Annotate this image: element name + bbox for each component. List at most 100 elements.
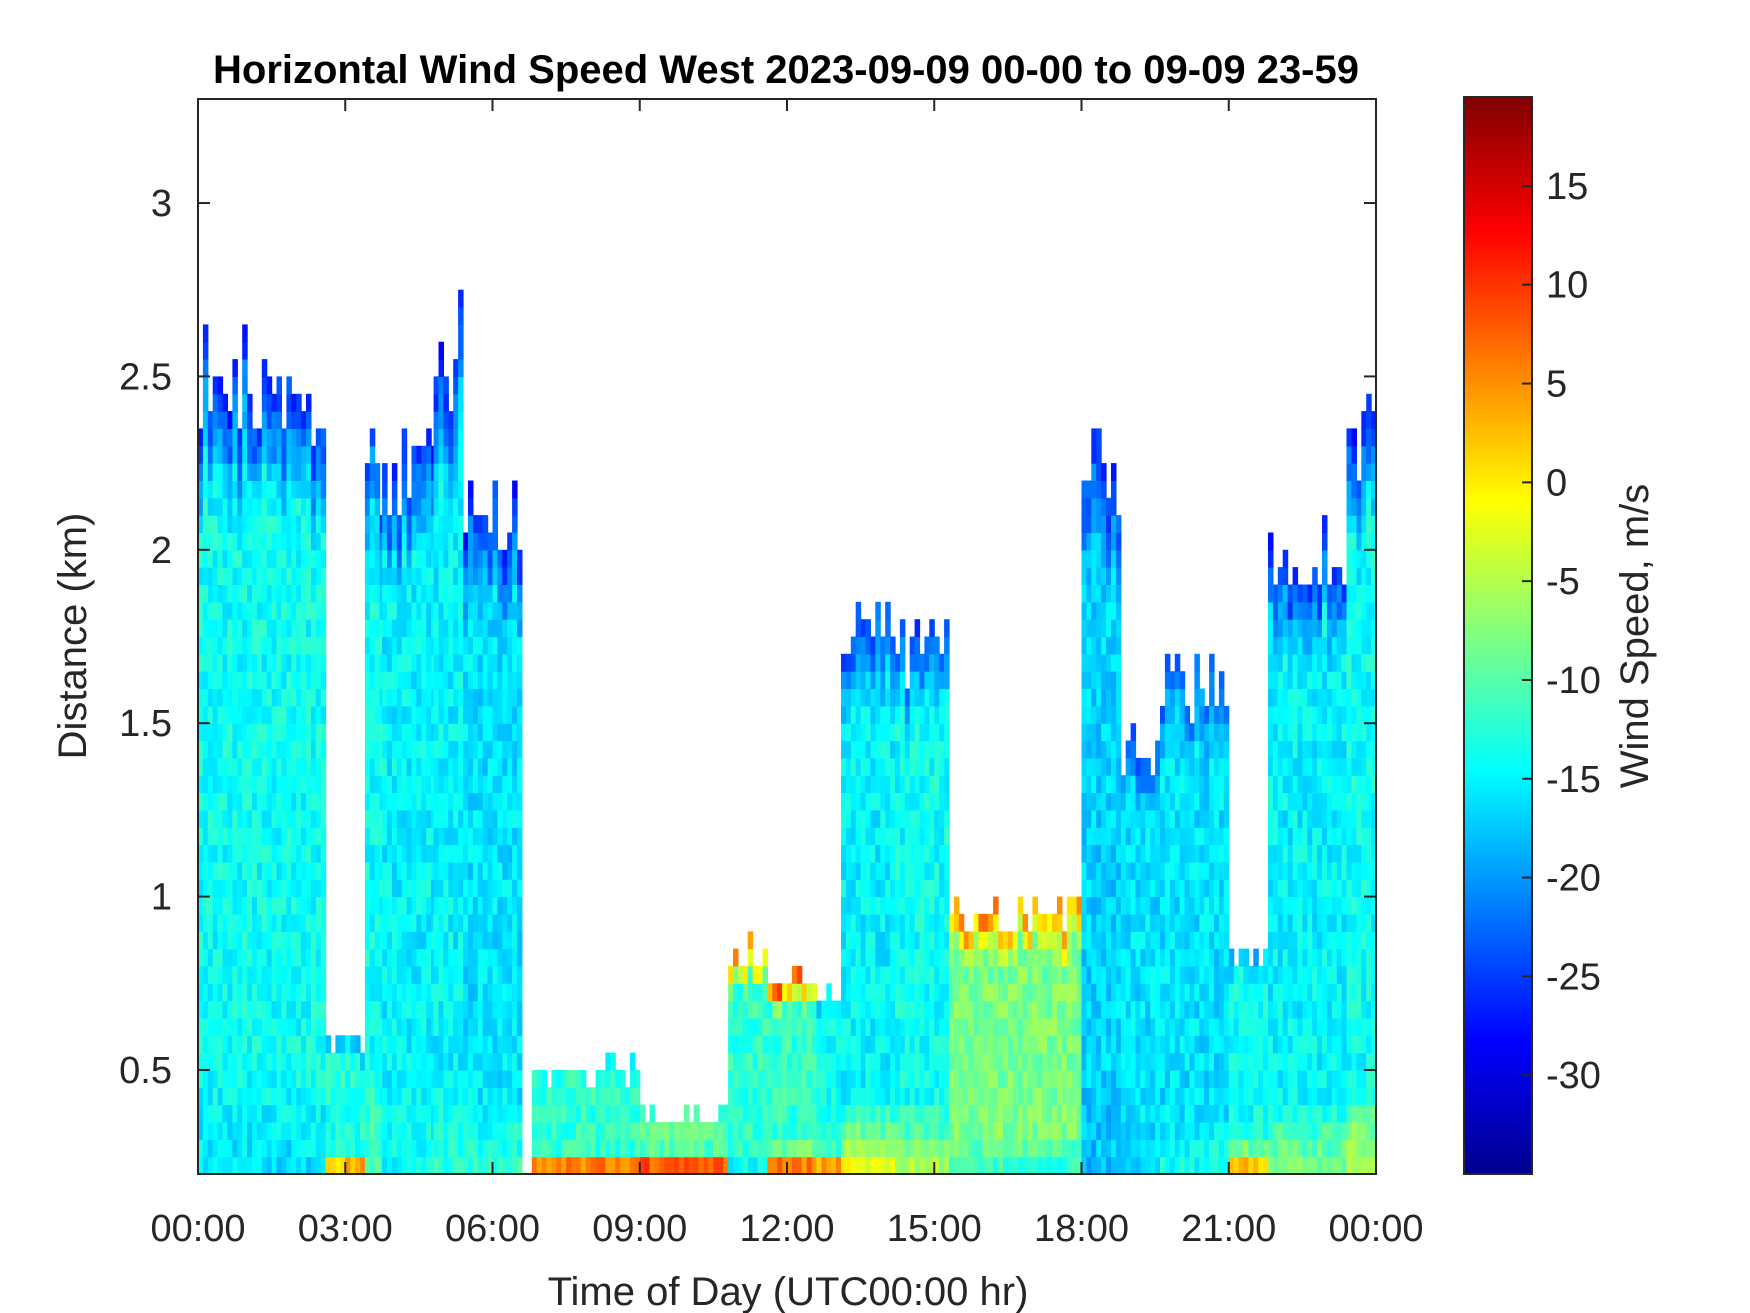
- heatmap-cell: [438, 653, 444, 672]
- heatmap-cell: [1204, 983, 1210, 1002]
- heatmap-cell: [291, 827, 297, 846]
- heatmap-cell: [411, 480, 417, 499]
- heatmap-cell: [350, 1104, 356, 1123]
- heatmap-cell: [512, 913, 518, 932]
- heatmap-cell: [387, 827, 393, 846]
- heatmap-cell: [247, 879, 253, 898]
- heatmap-cell: [1012, 948, 1019, 967]
- heatmap-cell: [939, 653, 945, 672]
- heatmap-cell: [472, 913, 479, 932]
- heatmap-cell: [899, 619, 906, 638]
- heatmap-cell: [899, 653, 906, 672]
- heatmap-cell: [266, 376, 273, 395]
- heatmap-cell: [934, 636, 940, 655]
- heatmap-cell: [426, 1087, 432, 1106]
- heatmap-cell: [411, 861, 417, 880]
- heatmap-cell: [468, 723, 474, 742]
- heatmap-cell: [1042, 931, 1048, 950]
- heatmap-cell: [438, 775, 444, 794]
- heatmap-cell: [919, 844, 925, 863]
- heatmap-cell: [266, 965, 273, 984]
- heatmap-cell: [291, 497, 297, 516]
- heatmap-cell: [411, 844, 417, 863]
- heatmap-cell: [683, 1104, 690, 1123]
- heatmap-cell: [266, 1000, 273, 1019]
- heatmap-cell: [252, 983, 258, 1002]
- heatmap-cell: [212, 913, 219, 932]
- heatmap-cell: [919, 948, 925, 967]
- heatmap-cell: [811, 1018, 817, 1036]
- heatmap-cell: [396, 705, 403, 724]
- heatmap-cell: [728, 1139, 734, 1158]
- heatmap-cell: [468, 1156, 474, 1174]
- heatmap-cell: [1047, 1156, 1053, 1174]
- heatmap-cell: [482, 879, 489, 898]
- heatmap-cell: [396, 619, 403, 638]
- heatmap-cell: [477, 809, 484, 828]
- heatmap-cell: [391, 740, 398, 759]
- heatmap-cell: [202, 879, 209, 898]
- heatmap-cell: [1199, 983, 1205, 1002]
- heatmap-cell: [463, 1000, 469, 1019]
- heatmap-cell: [416, 497, 422, 516]
- heatmap-cell: [426, 983, 432, 1002]
- heatmap-cell: [870, 792, 876, 811]
- heatmap-cell: [541, 1139, 548, 1158]
- heatmap-cell: [443, 775, 449, 794]
- heatmap-cell: [1086, 584, 1092, 603]
- heatmap-cell: [1003, 1087, 1009, 1106]
- heatmap-cell: [401, 1087, 408, 1106]
- heatmap-cell: [406, 913, 413, 932]
- heatmap-cell: [369, 671, 376, 690]
- heatmap-cell: [1174, 1070, 1181, 1088]
- heatmap-cell: [227, 463, 233, 481]
- heatmap-cell: [1194, 1156, 1200, 1174]
- heatmap-cell: [477, 983, 484, 1002]
- heatmap-cell: [266, 393, 273, 412]
- heatmap-cell: [387, 1139, 393, 1158]
- heatmap-cell: [1081, 515, 1087, 533]
- heatmap-cell: [217, 653, 224, 672]
- heatmap-cell: [517, 861, 523, 880]
- heatmap-cell: [742, 1000, 749, 1019]
- heatmap-cell: [360, 1122, 366, 1140]
- heatmap-cell: [222, 723, 228, 742]
- heatmap-cell: [458, 1035, 464, 1054]
- heatmap-cell: [1194, 827, 1200, 846]
- heatmap-cell: [850, 1122, 857, 1140]
- heatmap-cell: [266, 861, 273, 880]
- heatmap-cell: [406, 827, 413, 846]
- heatmap-cell: [247, 1104, 253, 1123]
- heatmap-cell: [482, 619, 489, 638]
- heatmap-cell: [252, 896, 258, 915]
- heatmap-cell: [443, 1104, 449, 1123]
- heatmap-cell: [1164, 879, 1171, 898]
- heatmap-cell: [256, 1139, 263, 1158]
- heatmap-cell: [369, 1018, 376, 1036]
- heatmap-cell: [286, 775, 292, 794]
- heatmap-cell: [728, 1156, 734, 1174]
- heatmap-cell: [492, 601, 498, 620]
- heatmap-cell: [212, 757, 219, 776]
- heatmap-cell: [315, 1156, 322, 1174]
- heatmap-cell: [387, 1087, 393, 1106]
- heatmap-cell: [443, 428, 449, 447]
- heatmap-cell: [1057, 1122, 1063, 1140]
- heatmap-cell: [217, 532, 224, 551]
- heatmap-cell: [1135, 827, 1141, 846]
- heatmap-cell: [1179, 809, 1186, 828]
- heatmap-cell: [310, 515, 317, 533]
- heatmap-cell: [222, 844, 228, 863]
- heatmap-cell: [416, 515, 422, 533]
- heatmap-cell: [207, 480, 214, 499]
- heatmap-cell: [202, 584, 209, 603]
- heatmap-cell: [227, 740, 233, 759]
- heatmap-cell: [1130, 844, 1137, 863]
- heatmap-cell: [320, 809, 327, 828]
- heatmap-cell: [890, 723, 896, 742]
- heatmap-cell: [963, 1156, 970, 1174]
- heatmap-cell: [443, 1000, 449, 1019]
- heatmap-cell: [271, 1035, 278, 1054]
- heatmap-cell: [286, 1000, 292, 1019]
- heatmap-cell: [1189, 1156, 1195, 1174]
